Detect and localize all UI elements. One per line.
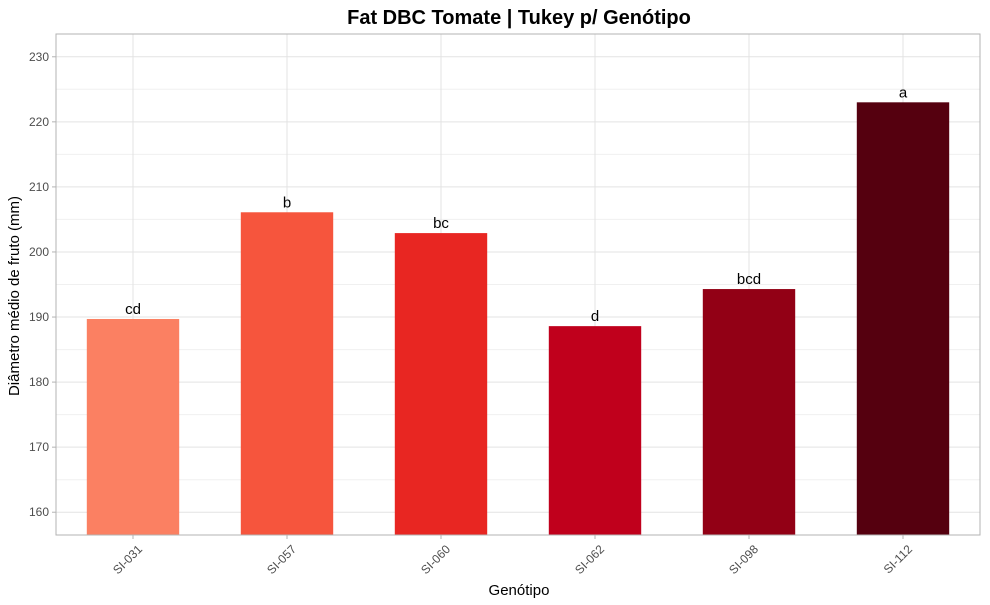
bar-letter-label: bc <box>433 215 449 232</box>
y-axis-title: Diâmetro médio de fruto (mm) <box>6 196 23 396</box>
y-tick-label: 220 <box>29 115 49 129</box>
bar-letter-label: bcd <box>737 271 761 288</box>
y-tick-label: 160 <box>29 505 49 519</box>
y-tick-label: 230 <box>29 50 49 64</box>
y-tick-label: 180 <box>29 375 49 389</box>
x-tick-label: SI-062 <box>572 542 607 577</box>
x-tick-label: SI-112 <box>881 542 916 577</box>
minor-gridlines <box>56 88 980 481</box>
y-tick-label: 210 <box>29 180 49 194</box>
bar-si-060 <box>394 233 488 535</box>
x-tick-label: SI-098 <box>726 542 761 577</box>
panel-border <box>55 33 981 536</box>
bar-si-057 <box>240 212 334 535</box>
x-tick-label: SI-057 <box>264 542 299 577</box>
x-tick-label: SI-060 <box>418 542 453 577</box>
bar-si-098 <box>702 289 796 535</box>
x-axis-title: Genótipo <box>489 582 550 599</box>
chart-title: Fat DBC Tomate | Tukey p/ Genótipo <box>347 7 691 29</box>
x-axis-ticks: SI-031 SI-057 SI-060 SI-062 SI-098 SI-112 <box>110 535 915 577</box>
x-tick-label: SI-031 <box>110 542 145 577</box>
bars <box>86 102 950 536</box>
y-tick-label: 170 <box>29 440 49 454</box>
bar-si-062 <box>548 326 642 535</box>
bar-letter-label: a <box>899 84 908 101</box>
bar-letter-label: d <box>591 308 599 325</box>
bar-letter-label: b <box>283 194 291 211</box>
bar-letter-label: cd <box>125 301 141 318</box>
y-tick-label: 190 <box>29 310 49 324</box>
bar-si-031 <box>86 318 180 535</box>
bar-si-112 <box>856 102 950 536</box>
y-axis-ticks: 160 170 180 190 200 210 220 230 <box>29 50 56 519</box>
y-tick-label: 200 <box>29 245 49 259</box>
